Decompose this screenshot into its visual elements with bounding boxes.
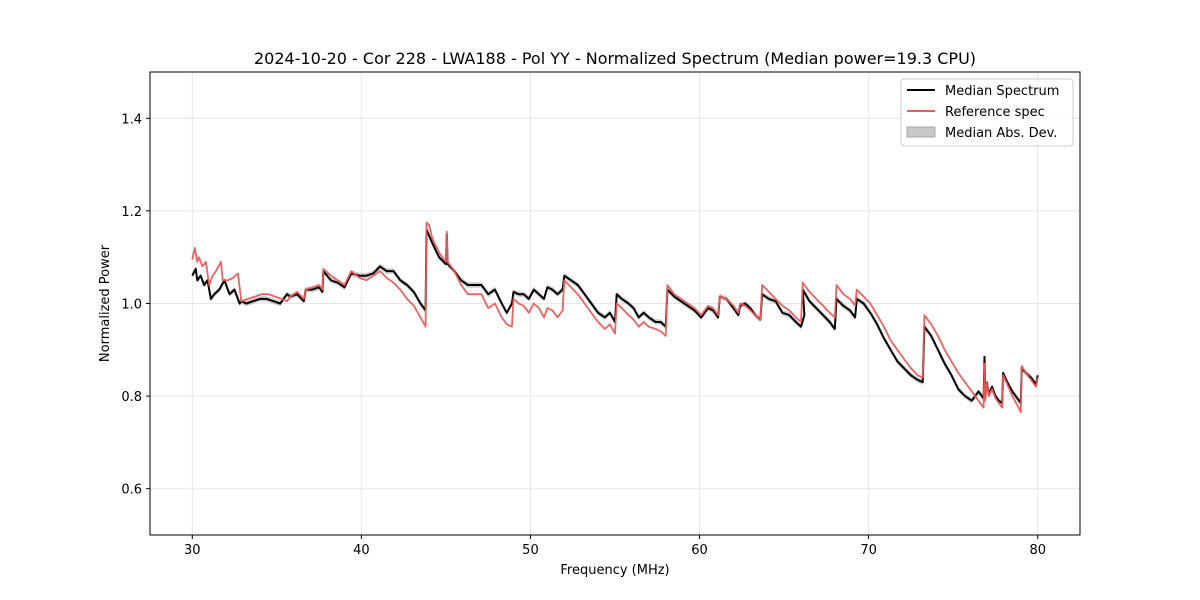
legend-mad-swatch (906, 126, 936, 138)
reference-spec-line (191, 221, 1039, 414)
legend-box (900, 78, 1074, 147)
legend-reference-spec-label: Reference spec (945, 105, 1045, 120)
x-tick-label: 70 (860, 543, 877, 558)
x-tick-label: 30 (184, 543, 201, 558)
y-tick-label: 1.0 (121, 298, 142, 313)
x-tick-label: 60 (691, 543, 708, 558)
x-tick-label: 50 (522, 543, 539, 558)
y-axis-label: Normalized Power (98, 244, 113, 362)
legend: Median Spectrum Reference spec Median Ab… (900, 78, 1074, 147)
legend-mad-label: Median Abs. Dev. (945, 126, 1057, 141)
x-axis-label: Frequency (MHz) (560, 563, 669, 578)
y-tick-label: 0.8 (121, 390, 142, 405)
legend-median-spectrum-label: Median Spectrum (945, 84, 1059, 99)
y-tick-label: 1.4 (121, 112, 142, 127)
x-tick-label: 80 (1029, 543, 1046, 558)
y-tick-label: 0.6 (121, 483, 142, 498)
y-tick-label: 1.2 (121, 205, 142, 220)
chart-title: 2024-10-20 - Cor 228 - LWA188 - Pol YY -… (254, 49, 976, 68)
x-tick-label: 40 (353, 543, 370, 558)
ticks: 30 40 50 60 70 80 0.6 0.8 1.0 1.2 1.4 (121, 112, 1046, 558)
series-layer (191, 221, 1039, 414)
